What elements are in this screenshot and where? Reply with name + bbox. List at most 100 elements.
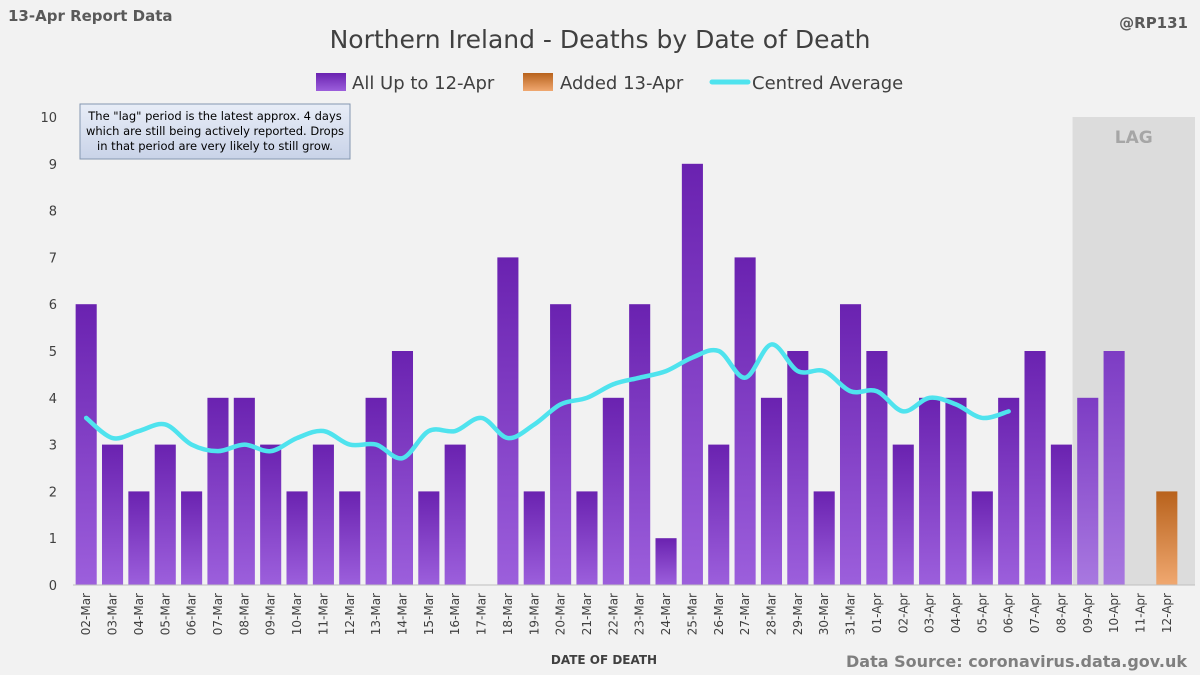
x-tick-label: 31-Mar: [844, 593, 858, 635]
bar-24-Mar: [655, 538, 677, 585]
bar-18-Mar: [497, 257, 519, 585]
y-tick-label: 4: [49, 392, 57, 407]
bar-28-Mar: [760, 397, 783, 585]
bar-02-Apr: [892, 444, 914, 585]
x-tick-label: 13-Mar: [369, 593, 383, 635]
y-tick-label: 0: [49, 579, 57, 594]
x-tick-label: 30-Mar: [817, 593, 831, 635]
x-tick-label: 25-Mar: [685, 593, 699, 635]
bar-11-Mar: [312, 444, 334, 585]
bar-31-Mar: [839, 304, 862, 585]
centred-average-line: [83, 342, 1011, 461]
x-tick-label: 24-Mar: [659, 593, 673, 635]
bar-07-Mar: [207, 397, 229, 585]
bar-09-Apr: [1077, 397, 1099, 585]
legend: All Up to 12-Apr Added 13-Apr Centred Av…: [316, 73, 903, 94]
bar-05-Mar: [154, 444, 176, 585]
x-tick-label: 16-Mar: [448, 593, 462, 635]
x-tick-label: 19-Mar: [527, 593, 541, 635]
y-tick-label: 7: [49, 251, 57, 266]
y-tick-label: 10: [40, 111, 57, 126]
bar-06-Mar: [181, 491, 203, 585]
x-tick-label: 01-Apr: [870, 593, 884, 633]
x-tick-label: 14-Mar: [395, 593, 409, 635]
x-axis-title: DATE OF DEATH: [551, 653, 657, 667]
x-tick-label: 26-Mar: [712, 593, 726, 635]
legend-label-added: Added 13-Apr: [560, 73, 684, 94]
note-box: The "lag" period is the latest approx. 4…: [79, 103, 351, 160]
bar-15-Mar: [418, 491, 440, 585]
bar-added-12-Apr: [1156, 491, 1178, 585]
author-handle: @RP131: [1119, 14, 1188, 32]
x-tick-label: 17-Mar: [475, 593, 489, 635]
chart-title: Northern Ireland - Deaths by Date of Dea…: [330, 25, 871, 54]
x-tick-label: 08-Apr: [1054, 593, 1068, 633]
x-tick-label: 21-Mar: [580, 593, 594, 635]
x-tick-label: 20-Mar: [554, 593, 568, 635]
bar-09-Mar: [260, 444, 282, 585]
bar-23-Mar: [629, 304, 651, 585]
x-tick-label: 11-Apr: [1133, 593, 1147, 633]
note-line-2: which are still being actively reported.…: [86, 124, 344, 138]
x-tick-label: 12-Apr: [1160, 593, 1174, 633]
bar-08-Apr: [1050, 444, 1072, 585]
x-tick-label: 06-Mar: [185, 593, 199, 635]
bar-08-Mar: [233, 397, 255, 585]
bar-26-Mar: [708, 444, 730, 585]
x-tick-label: 12-Mar: [343, 593, 357, 635]
x-tick-label: 23-Mar: [633, 593, 647, 635]
x-tick-label: 04-Apr: [949, 593, 963, 633]
x-tick-label: 11-Mar: [316, 593, 330, 635]
bar-07-Apr: [1024, 351, 1046, 585]
y-tick-label: 9: [49, 158, 57, 173]
x-tick-label: 07-Mar: [211, 593, 225, 635]
y-tick-label: 6: [49, 298, 57, 313]
bar-01-Apr: [866, 351, 888, 585]
bar-19-Mar: [523, 491, 545, 585]
y-tick-label: 8: [49, 205, 57, 220]
bar-10-Apr: [1103, 351, 1125, 585]
bar-16-Mar: [444, 444, 466, 585]
x-tick-label: 29-Mar: [791, 593, 805, 635]
bar-04-Apr: [945, 397, 967, 585]
report-label: 13-Apr Report Data: [8, 7, 173, 25]
x-tick-label: 07-Apr: [1028, 593, 1042, 633]
legend-swatch-added: [523, 73, 553, 91]
x-tick-label: 03-Apr: [923, 593, 937, 633]
note-line-3: in that period are very likely to still …: [97, 139, 333, 153]
x-tick-label: 28-Mar: [764, 593, 778, 635]
x-tick-label: 10-Apr: [1107, 593, 1121, 633]
bar-03-Mar: [101, 444, 124, 585]
y-tick-label: 2: [49, 485, 57, 500]
bar-25-Mar: [681, 163, 703, 586]
bar-20-Mar: [550, 304, 572, 585]
legend-label-avg: Centred Average: [752, 73, 903, 94]
bar-30-Mar: [813, 491, 835, 585]
x-tick-label: 09-Apr: [1081, 593, 1095, 633]
x-tick-label: 15-Mar: [422, 593, 436, 635]
bar-27-Mar: [734, 257, 756, 585]
bars-group: [75, 163, 1178, 586]
y-axis: 0 1 2 3 4 5 6 7 8 9 10: [40, 111, 57, 594]
average-line-group: [83, 342, 1011, 461]
lag-label: LAG: [1115, 128, 1153, 148]
x-tick-label: 06-Apr: [1002, 593, 1016, 633]
x-tick-label: 27-Mar: [738, 593, 752, 635]
x-tick-label: 10-Mar: [290, 593, 304, 635]
bar-03-Apr: [919, 397, 941, 585]
note-line-1: The "lag" period is the latest approx. 4…: [87, 109, 342, 123]
x-axis: 02-Mar 03-Mar 04-Mar 05-Mar 06-Mar 07-Mar 08-M…: [79, 593, 1174, 635]
bar-05-Apr: [971, 491, 993, 585]
bar-04-Mar: [128, 491, 150, 585]
x-tick-label: 05-Apr: [975, 593, 989, 633]
bar-02-Mar: [75, 304, 97, 585]
bar-12-Mar: [339, 491, 361, 585]
bar-21-Mar: [576, 491, 598, 585]
y-tick-label: 5: [49, 345, 57, 360]
x-tick-label: 02-Apr: [896, 593, 910, 633]
x-tick-label: 05-Mar: [158, 593, 172, 635]
bar-06-Apr: [998, 397, 1020, 585]
